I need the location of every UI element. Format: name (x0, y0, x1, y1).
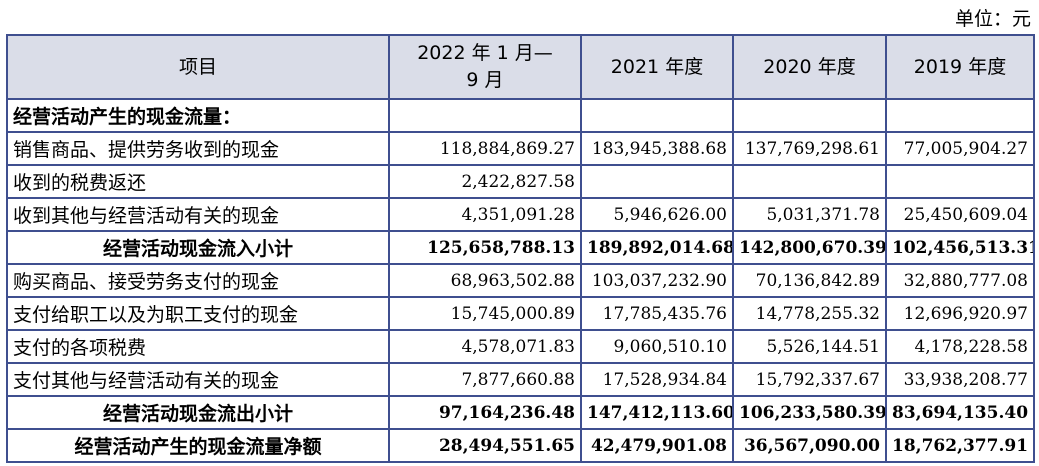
cell-2019: 32,880,777.08 (885, 263, 1035, 298)
cell-2021: 147,412,113.60 (580, 395, 734, 430)
cell-2021: 189,892,014.68 (580, 230, 734, 265)
row-label: 支付其他与经营活动有关的现金 (6, 362, 390, 397)
table-row-section-title: 经营活动产生的现金流量： (6, 98, 1035, 133)
header-2022-line2: 9 月 (466, 69, 504, 91)
cell-2019 (885, 164, 1035, 199)
cell-2020: 106,233,580.39 (732, 395, 887, 430)
cell-2022: 15,745,000.89 (388, 296, 582, 331)
cell-2019: 33,938,208.77 (885, 362, 1035, 397)
cell-2021: 9,060,510.10 (580, 329, 734, 364)
cell-2020: 70,136,842.89 (732, 263, 887, 298)
row-label: 收到的税费返还 (6, 164, 390, 199)
cell-2022: 68,963,502.88 (388, 263, 582, 298)
table-row-subtotal-outflow: 经营活动现金流出小计 97,164,236.48 147,412,113.60 … (6, 395, 1035, 430)
unit-label: 单位：元 (954, 8, 1031, 30)
row-label: 经营活动产生的现金流量： (6, 98, 390, 133)
row-label: 经营活动现金流入小计 (6, 230, 390, 265)
table-row: 支付给职工以及为职工支付的现金 15,745,000.89 17,785,435… (6, 296, 1035, 331)
header-2020: 2020 年度 (732, 34, 887, 100)
row-label: 收到其他与经营活动有关的现金 (6, 197, 390, 232)
cell-2019: 83,694,135.40 (885, 395, 1035, 430)
cell-2020: 137,769,298.61 (732, 131, 887, 166)
cell-2020: 142,800,670.39 (732, 230, 887, 265)
cell-2020: 5,526,144.51 (732, 329, 887, 364)
cell-2019: 77,005,904.27 (885, 131, 1035, 166)
cell-2019 (885, 98, 1035, 133)
cell-2021: 17,528,934.84 (580, 362, 734, 397)
table-row-subtotal-inflow: 经营活动现金流入小计 125,658,788.13 189,892,014.68… (6, 230, 1035, 265)
cell-2021: 17,785,435.76 (580, 296, 734, 331)
cell-2022: 125,658,788.13 (388, 230, 582, 265)
cell-2020 (732, 98, 887, 133)
row-label: 经营活动产生的现金流量净额 (6, 428, 390, 463)
table-row: 收到其他与经营活动有关的现金 4,351,091.28 5,946,626.00… (6, 197, 1035, 232)
cell-2022: 4,351,091.28 (388, 197, 582, 232)
cell-2019: 102,456,513.31 (885, 230, 1035, 265)
cell-2020: 15,792,337.67 (732, 362, 887, 397)
table-header-row: 项目 2022 年 1 月— 9 月 2021 年度 2020 年度 2019 … (6, 34, 1035, 100)
cell-2022: 2,422,827.58 (388, 164, 582, 199)
row-label: 经营活动现金流出小计 (6, 395, 390, 430)
cell-2020: 5,031,371.78 (732, 197, 887, 232)
cell-2021: 183,945,388.68 (580, 131, 734, 166)
header-2019: 2019 年度 (885, 34, 1035, 100)
table-row-net-cash-flow: 经营活动产生的现金流量净额 28,494,551.65 42,479,901.0… (6, 428, 1035, 463)
table-row: 支付其他与经营活动有关的现金 7,877,660.88 17,528,934.8… (6, 362, 1035, 397)
cash-flow-table: 项目 2022 年 1 月— 9 月 2021 年度 2020 年度 2019 … (6, 34, 1035, 463)
cell-2019: 25,450,609.04 (885, 197, 1035, 232)
cell-2022: 28,494,551.65 (388, 428, 582, 463)
header-2022-line1: 2022 年 1 月— (417, 42, 553, 64)
cell-2022: 4,578,071.83 (388, 329, 582, 364)
cell-2020: 36,567,090.00 (732, 428, 887, 463)
row-label: 购买商品、接受劳务支付的现金 (6, 263, 390, 298)
header-2022-jan-sep: 2022 年 1 月— 9 月 (388, 34, 582, 100)
cell-2022: 7,877,660.88 (388, 362, 582, 397)
cell-2022 (388, 98, 582, 133)
cell-2021: 103,037,232.90 (580, 263, 734, 298)
table-row: 购买商品、接受劳务支付的现金 68,963,502.88 103,037,232… (6, 263, 1035, 298)
cell-2022: 118,884,869.27 (388, 131, 582, 166)
cell-2020 (732, 164, 887, 199)
cell-2021: 42,479,901.08 (580, 428, 734, 463)
row-label: 支付给职工以及为职工支付的现金 (6, 296, 390, 331)
cell-2019: 18,762,377.91 (885, 428, 1035, 463)
cell-2021 (580, 164, 734, 199)
table-row: 收到的税费返还 2,422,827.58 (6, 164, 1035, 199)
cell-2022: 97,164,236.48 (388, 395, 582, 430)
cell-2019: 12,696,920.97 (885, 296, 1035, 331)
header-item: 项目 (6, 34, 390, 100)
cell-2021: 5,946,626.00 (580, 197, 734, 232)
cell-2019: 4,178,228.58 (885, 329, 1035, 364)
header-2021: 2021 年度 (580, 34, 734, 100)
table-row: 支付的各项税费 4,578,071.83 9,060,510.10 5,526,… (6, 329, 1035, 364)
row-label: 支付的各项税费 (6, 329, 390, 364)
cell-2021 (580, 98, 734, 133)
row-label: 销售商品、提供劳务收到的现金 (6, 131, 390, 166)
table-row: 销售商品、提供劳务收到的现金 118,884,869.27 183,945,38… (6, 131, 1035, 166)
cell-2020: 14,778,255.32 (732, 296, 887, 331)
